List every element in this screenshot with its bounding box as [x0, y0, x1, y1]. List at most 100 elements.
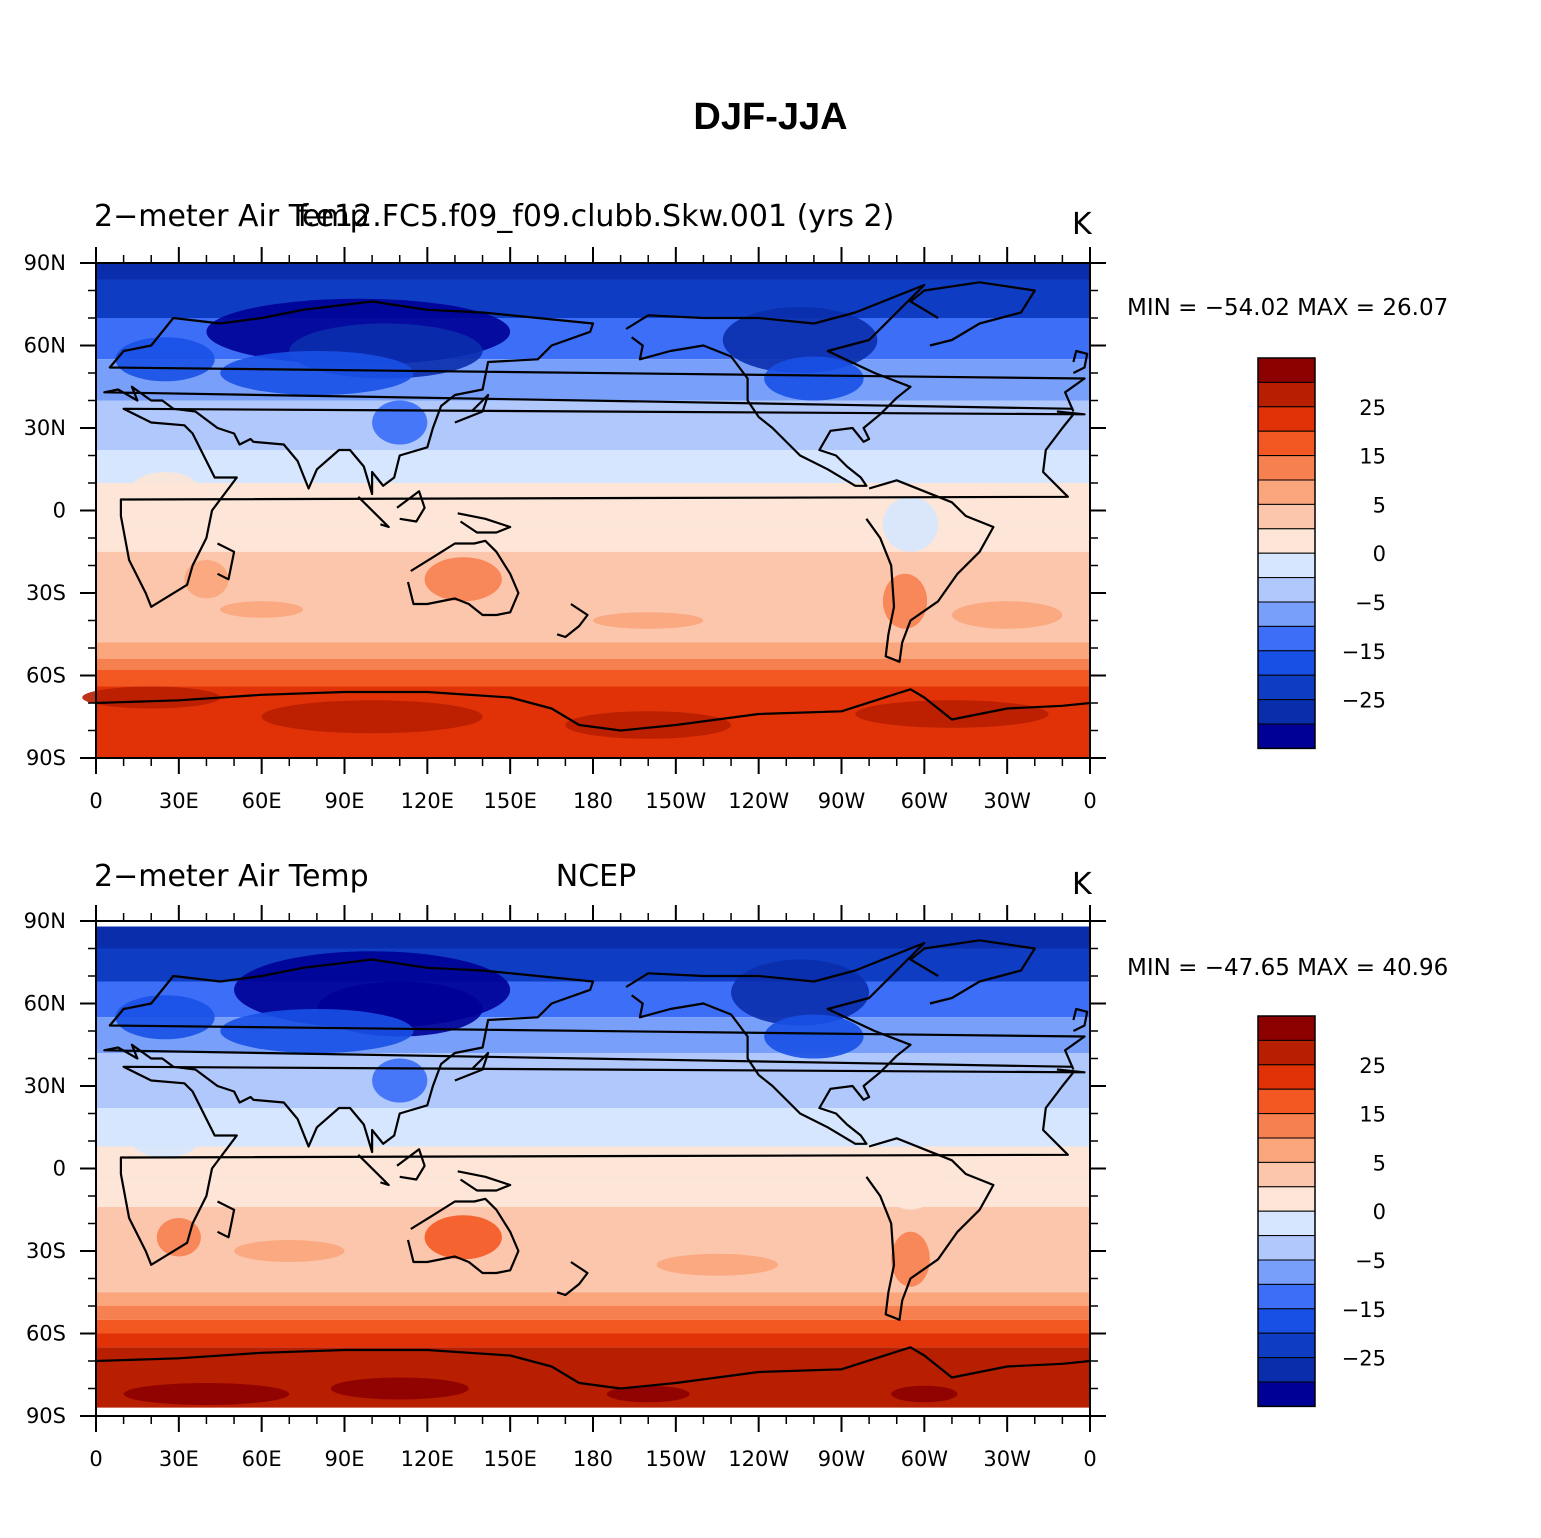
coastline [406, 539, 520, 617]
colorbar-frame [1257, 1015, 1316, 1408]
lon-tick-label: 150W [645, 789, 706, 813]
temperature-band [96, 1108, 1090, 1147]
lat-tick-label: 30S [26, 1239, 66, 1263]
lon-tick-label: 180 [573, 789, 613, 813]
colorbar-label: 5 [1373, 493, 1386, 517]
temperature-band [96, 1182, 1090, 1207]
temperature-region [184, 560, 229, 599]
lat-tick-label: 90S [26, 1404, 66, 1428]
colorbar-label: 15 [1359, 1103, 1386, 1127]
colorbar-box [1257, 1064, 1316, 1090]
empty-band [96, 1407, 1090, 1416]
coastline [1072, 349, 1089, 374]
colorbar-box [1257, 625, 1316, 652]
colorbar-box [1257, 674, 1316, 701]
temperature-region [372, 1058, 428, 1103]
temperature-region [220, 351, 414, 395]
colorbar-box [1257, 650, 1316, 676]
colorbar-box [1257, 479, 1316, 505]
lon-tick-label: 30W [983, 1447, 1031, 1471]
lon-tick-label: 150W [645, 1447, 706, 1471]
lon-tick-label: 0 [89, 789, 102, 813]
temperature-region [372, 400, 428, 445]
empty-band [96, 921, 1090, 927]
temperature-band [96, 926, 1090, 949]
coastline [454, 1051, 490, 1082]
temperature-region [220, 1009, 414, 1053]
colorbar-box [1257, 455, 1316, 481]
coastline [357, 1154, 390, 1187]
temperature-region [123, 1383, 290, 1405]
coastline [396, 490, 426, 523]
lat-tick-label: 0 [53, 499, 66, 523]
temperature-region [424, 1215, 502, 1260]
lat-tick-label: 60N [24, 992, 66, 1016]
coastline [457, 1170, 512, 1192]
lat-tick-label: 30N [24, 416, 66, 440]
colorbar-box [1257, 1039, 1316, 1066]
colorbar-box [1257, 1088, 1316, 1115]
temperature-band [96, 1053, 1090, 1108]
temperature-band [96, 670, 1090, 687]
lon-tick-label: 30W [983, 789, 1031, 813]
temperature-region [565, 711, 732, 739]
colorbar-box [1257, 381, 1316, 408]
coastline [103, 300, 1086, 496]
colorbar-box [1257, 1381, 1316, 1407]
coastline [103, 958, 1086, 1154]
colorbar-box [1257, 1332, 1316, 1359]
temperature-region [764, 1014, 864, 1059]
map-panel-ncep: 90N 60N 30N 0 30S 60S 90S 0 30E 60E 90E 120E 150E 180… [0, 845, 1541, 1485]
coastline [865, 479, 995, 663]
temperature-region [82, 686, 221, 709]
coastline [1072, 1007, 1089, 1032]
lat-tick-label: 30N [24, 1074, 66, 1098]
colorbar-box [1257, 1161, 1316, 1188]
map-plot: 90N 60N 30N 0 30S 60S 90S 0 30E 60E 90E 120E 150E 180… [24, 247, 1386, 813]
colorbar-label: −25 [1342, 1347, 1386, 1371]
map-area: 90N 60N 30N 0 30S 60S 90S 0 30E 60E 90E 120E 150E 180… [24, 905, 1106, 1471]
colorbar-box [1257, 723, 1316, 749]
coastline [396, 1148, 426, 1181]
coastline [625, 941, 926, 1145]
lon-tick-label: 90W [818, 789, 866, 813]
colorbar-box [1257, 1235, 1316, 1261]
temperature-band [96, 1292, 1090, 1306]
lon-tick-label: 150E [483, 1447, 536, 1471]
temperature-region [656, 1253, 778, 1276]
lon-tick-label: 120W [728, 789, 789, 813]
colorbar-box [1257, 1259, 1316, 1285]
temperature-region [220, 601, 304, 618]
lon-tick-label: 30E [159, 1447, 199, 1471]
temperature-region [764, 356, 864, 401]
units-label: K [1072, 207, 1092, 242]
temperature-region [330, 1377, 469, 1400]
lat-tick-label: 90N [24, 251, 66, 275]
lon-tick-label: 180 [573, 1447, 613, 1471]
colorbar-label: 25 [1359, 1054, 1386, 1078]
map-area: 90N 60N 30N 0 30S 60S 90S 0 30E 60E 90E 120E 150E 180… [24, 247, 1106, 813]
min-max-readout: MIN = −47.65 MAX = 40.96 [1127, 955, 1449, 981]
colorbar-box [1257, 552, 1316, 579]
lon-tick-label: 60E [242, 789, 282, 813]
temperature-band [96, 659, 1090, 670]
colorbar-box [1257, 1186, 1316, 1212]
colorbar-box [1257, 1137, 1316, 1163]
colorbar-label: −5 [1355, 591, 1386, 615]
coastline [556, 1261, 589, 1297]
colorbar-box [1257, 406, 1316, 432]
colorbar-box [1257, 503, 1316, 530]
colorbar-label: 5 [1373, 1151, 1386, 1175]
lat-tick-label: 90N [24, 909, 66, 933]
temperature-band [96, 642, 1090, 659]
lon-tick-label: 0 [89, 1447, 102, 1471]
temperature-region [131, 472, 199, 505]
colorbar-box [1257, 357, 1316, 383]
colorbar-label: −15 [1342, 1298, 1386, 1322]
coastlines [95, 939, 1091, 1390]
center-title: f.e12.FC5.f09_f09.clubb.Skw.001 (yrs 2) [297, 199, 895, 234]
temperature-band [96, 1333, 1090, 1348]
temperature-band [96, 263, 1090, 280]
lon-tick-label: 60W [901, 1447, 949, 1471]
temperature-band [96, 1146, 1090, 1183]
